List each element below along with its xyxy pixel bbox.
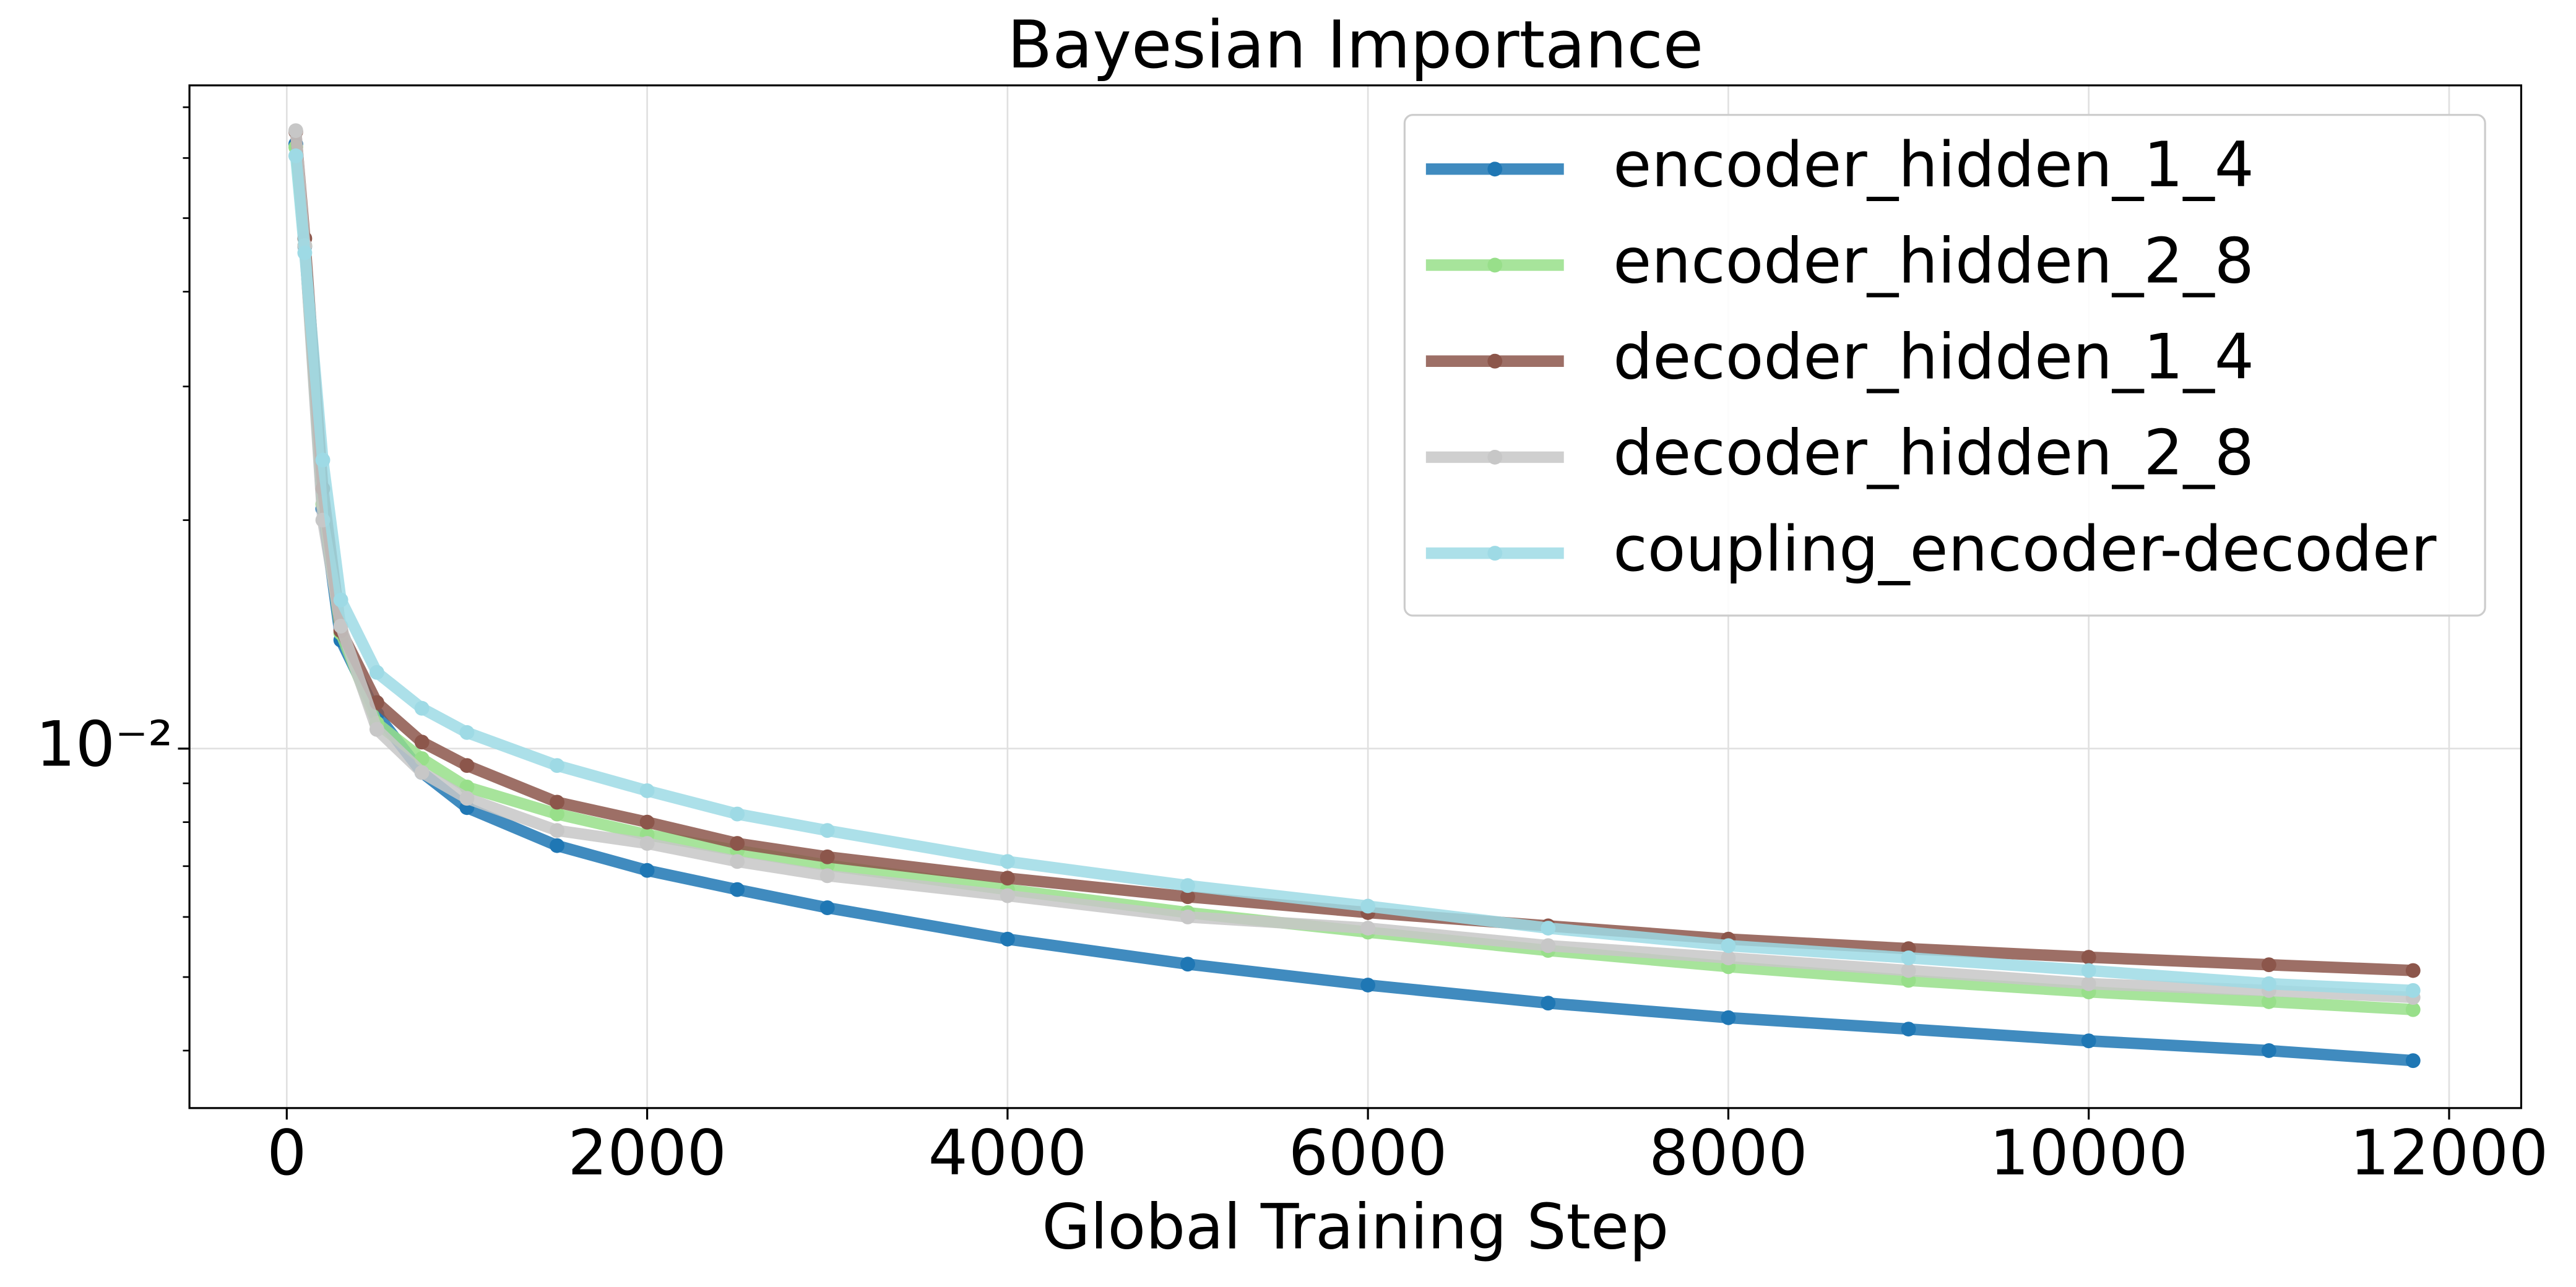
legend-marker [1487,449,1503,465]
data-point [2405,963,2421,978]
data-point [1000,888,1015,903]
x-axis-label: Global Training Step [1042,1190,1669,1263]
data-point [1000,871,1015,886]
data-point [2405,1002,2421,1017]
data-point [550,838,564,853]
chart-title: Bayesian Importance [1007,7,1703,84]
data-point [2261,1043,2276,1058]
data-point [1721,938,1736,953]
legend-label: decoder_hidden_2_8 [1613,416,2254,489]
legend-label: decoder_hidden_1_4 [1613,321,2254,394]
data-point [2405,1053,2421,1069]
data-point [2261,957,2276,973]
data-point [369,721,384,737]
data-point [730,806,745,822]
legend-marker [1487,353,1503,369]
data-point [550,823,564,838]
data-point [1000,931,1015,947]
data-point [2261,976,2276,991]
data-point [819,823,835,838]
data-point [1180,878,1195,893]
data-point [2081,950,2096,965]
x-tick-label: 2000 [568,1116,727,1189]
ticks: 0 2000 4000 6000 8000 10000 12000 10⁻² [36,106,2549,1189]
data-point [1360,898,1376,914]
data-point [288,123,303,139]
legend-box [1403,114,2486,617]
legend-marker [1487,257,1503,273]
data-point [2081,976,2096,991]
data-point [1721,950,1736,965]
legend: encoder_hidden_1_4 encoder_hidden_2_8deco… [1403,114,2486,617]
data-point [315,452,331,468]
data-point [1180,910,1195,924]
data-point [459,758,475,773]
data-point [333,618,348,634]
x-tick-label: 12000 [2350,1116,2549,1189]
legend-label: encoder_hidden_1_4 [1613,128,2254,201]
data-point [550,794,564,810]
data-point [2405,983,2421,998]
x-tick-label: 4000 [928,1116,1087,1189]
data-point [2081,963,2096,978]
data-point [639,783,655,798]
data-point [639,836,655,851]
data-point [1901,1022,1916,1037]
data-point [550,758,564,773]
data-point [730,882,745,897]
data-point [1180,957,1195,972]
data-point [1541,996,1556,1011]
data-point [1901,963,1916,978]
axes-frame [188,84,2523,1109]
legend-marker [1487,161,1503,177]
data-point [2081,1033,2096,1049]
data-point [1901,950,1916,965]
data-point [1541,938,1556,953]
data-point [1541,921,1556,936]
data-point [414,734,430,750]
x-tick-label: 8000 [1649,1116,1808,1189]
data-point [819,849,835,864]
data-point [414,765,430,780]
series-line [290,150,2419,997]
legend-label: encoder_hidden_2_8 [1613,224,2254,297]
x-tick-label: 0 [267,1116,306,1189]
data-point [550,806,564,822]
plot [288,123,2421,1069]
legend-label: coupling_encoder-decoder [1613,512,2437,585]
data-point [639,863,655,878]
x-tick-label: 6000 [1289,1116,1448,1189]
data-point [2261,994,2276,1009]
data-point [1360,921,1376,936]
legend-marker [1487,546,1503,561]
data-point [819,900,835,916]
data-point [1360,978,1376,992]
data-point [297,245,313,260]
y-tick-label: 10⁻² [36,708,173,781]
data-point [369,665,384,680]
x-tick-label: 10000 [1989,1116,2188,1189]
data-point [459,791,475,806]
data-point [288,148,303,163]
data-point [730,854,745,869]
series-line [290,124,2419,1004]
data-point [639,814,655,830]
data-point [819,868,835,884]
data-point [730,836,745,851]
data-point [459,725,475,740]
data-point [414,700,430,716]
data-point [1180,889,1195,905]
data-point [1721,1010,1736,1025]
data-point [333,592,348,608]
data-point [1000,854,1015,869]
